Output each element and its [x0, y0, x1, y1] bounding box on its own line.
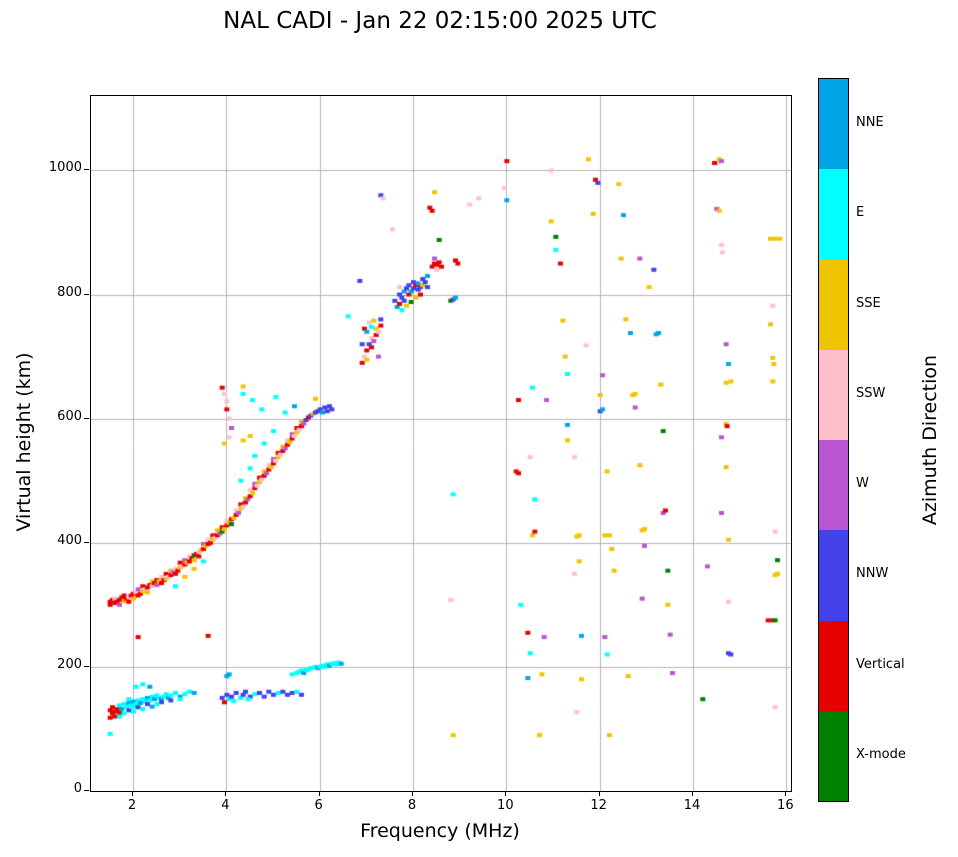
- x-tick-label-8: 8: [407, 798, 417, 813]
- x-tick-mark-2: [132, 791, 133, 796]
- y-tick-label-800: 800: [57, 284, 82, 300]
- x-tick-mark-16: [785, 791, 787, 796]
- y-tick-label-0: 0: [73, 781, 82, 796]
- colorbar-label-w: W: [856, 476, 869, 492]
- x-tick-label-16: 16: [777, 798, 794, 813]
- x-tick-mark-4: [225, 791, 227, 796]
- colorbar-segment-w: [819, 440, 848, 531]
- ionogram-scatter-canvas: [91, 96, 791, 791]
- x-tick-label-14: 14: [683, 798, 701, 813]
- y-tick-mark-400: [84, 541, 89, 543]
- colorbar-segment-sse: [819, 259, 848, 350]
- y-tick-mark-600: [84, 417, 89, 419]
- x-tick-mark-6: [318, 791, 320, 796]
- colorbar-label-ssw: SSW: [856, 385, 886, 401]
- colorbar-label-nnw: NNW: [856, 566, 889, 582]
- y-tick-mark-1000: [84, 169, 89, 171]
- colorbar-segment-nne: [819, 79, 848, 170]
- x-tick-label-6: 6: [314, 798, 323, 813]
- colorbar-axis-label: Azimuth Direction: [919, 354, 941, 526]
- y-tick-label-200: 200: [57, 656, 82, 672]
- azimuth-colorbar: [818, 78, 849, 802]
- colorbar-segment-vertical: [819, 620, 848, 711]
- colorbar-label-vertical: Vertical: [856, 656, 905, 672]
- y-tick-mark-800: [84, 293, 89, 295]
- x-tick-mark-14: [692, 791, 693, 796]
- x-tick-label-10: 10: [497, 798, 514, 813]
- x-tick-label-2: 2: [127, 798, 137, 813]
- x-tick-mark-10: [505, 791, 507, 796]
- y-tick-mark-200: [84, 665, 89, 667]
- colorbar-label-nne: NNE: [856, 115, 884, 131]
- y-tick-label-400: 400: [57, 532, 82, 548]
- y-tick-label-1000: 1000: [48, 160, 82, 176]
- x-axis-label: Frequency (MHz): [360, 820, 520, 842]
- x-tick-mark-8: [412, 791, 413, 796]
- y-axis-label: Virtual height (km): [13, 352, 35, 532]
- y-tick-mark-0: [84, 790, 89, 791]
- colorbar-label-sse: SSE: [856, 295, 881, 311]
- plot-area: [90, 95, 792, 792]
- chart-title: NAL CADI - Jan 22 02:15:00 2025 UTC: [223, 8, 657, 34]
- x-tick-mark-12: [598, 791, 600, 796]
- colorbar-label-x-mode: X-mode: [856, 746, 906, 762]
- x-tick-label-4: 4: [221, 798, 230, 813]
- colorbar-segment-x-mode: [819, 710, 848, 801]
- colorbar-label-e: E: [856, 205, 865, 221]
- colorbar-segment-nnw: [819, 530, 848, 621]
- y-tick-label-600: 600: [57, 408, 82, 424]
- x-tick-label-12: 12: [590, 798, 607, 813]
- colorbar-segment-e: [819, 169, 848, 260]
- colorbar-segment-ssw: [819, 349, 848, 440]
